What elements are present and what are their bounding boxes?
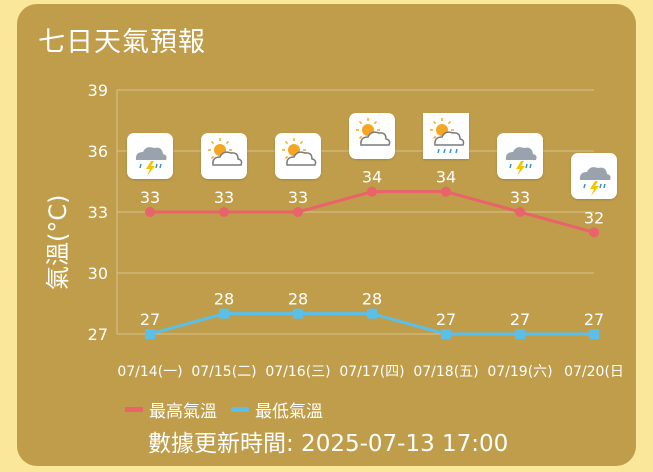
data-label: 28 [288,290,308,309]
high-point [515,207,525,217]
low-point [515,329,525,339]
low-point [367,308,377,319]
partly-cloudy-rain-icon [423,112,469,159]
low-point [441,329,451,339]
low-point [145,329,155,339]
x-tick-label: 07/19(六) [487,364,552,380]
legend: 最高氣溫 最低氣溫 [125,397,337,422]
page-title: 七日天氣預報 [38,27,206,58]
high-point [367,186,377,197]
legend-swatch-high [125,407,143,412]
high-point [441,186,451,197]
high-point [219,207,229,217]
x-tick-label: 07/20(日 [564,364,624,380]
data-label: 27 [584,310,604,329]
legend-label-high: 最高氣溫 [149,402,217,422]
partly-cloudy-icon [201,133,247,179]
low-point [219,308,229,319]
partly-cloudy-icon [349,112,395,159]
data-label: 28 [362,290,382,309]
legend-swatch-low [231,407,249,412]
data-label: 34 [436,168,456,187]
x-tick-label: 07/14(一) [117,364,182,380]
high-point [589,227,599,238]
thunderstorm-icon [497,133,543,179]
data-label: 33 [214,188,234,207]
thunderstorm-icon [127,133,173,179]
thunderstorm-icon [571,153,617,200]
data-label: 28 [214,290,234,309]
x-tick-label: 07/15(二) [191,364,256,380]
y-tick-label: 30 [88,264,108,283]
high-point [145,207,155,217]
high-point [293,207,303,217]
y-tick-label: 36 [88,142,108,161]
update-time: 數據更新時間: 2025-07-13 17:00 [148,431,509,457]
x-tick-label: 07/17(四) [339,364,404,380]
y-tick-label: 39 [88,81,108,100]
legend-label-low: 最低氣溫 [255,402,323,422]
low-point [293,308,303,319]
data-label: 27 [436,310,456,329]
data-label: 32 [584,208,604,227]
x-tick-label: 07/18(五) [413,364,478,380]
data-label: 33 [140,188,160,207]
data-label: 27 [510,310,530,329]
data-label: 33 [510,188,530,207]
low-point [589,329,599,339]
data-label: 33 [288,188,308,207]
y-tick-label: 33 [88,203,108,222]
x-tick-label: 07/16(三) [265,364,330,380]
legend-item-high: 最高氣溫 [125,397,217,422]
forecast-card [17,4,636,466]
legend-item-low: 最低氣溫 [231,397,323,422]
data-label: 27 [140,310,160,329]
y-tick-label: 27 [88,325,108,344]
data-label: 34 [362,168,382,187]
partly-cloudy-icon [275,133,321,179]
